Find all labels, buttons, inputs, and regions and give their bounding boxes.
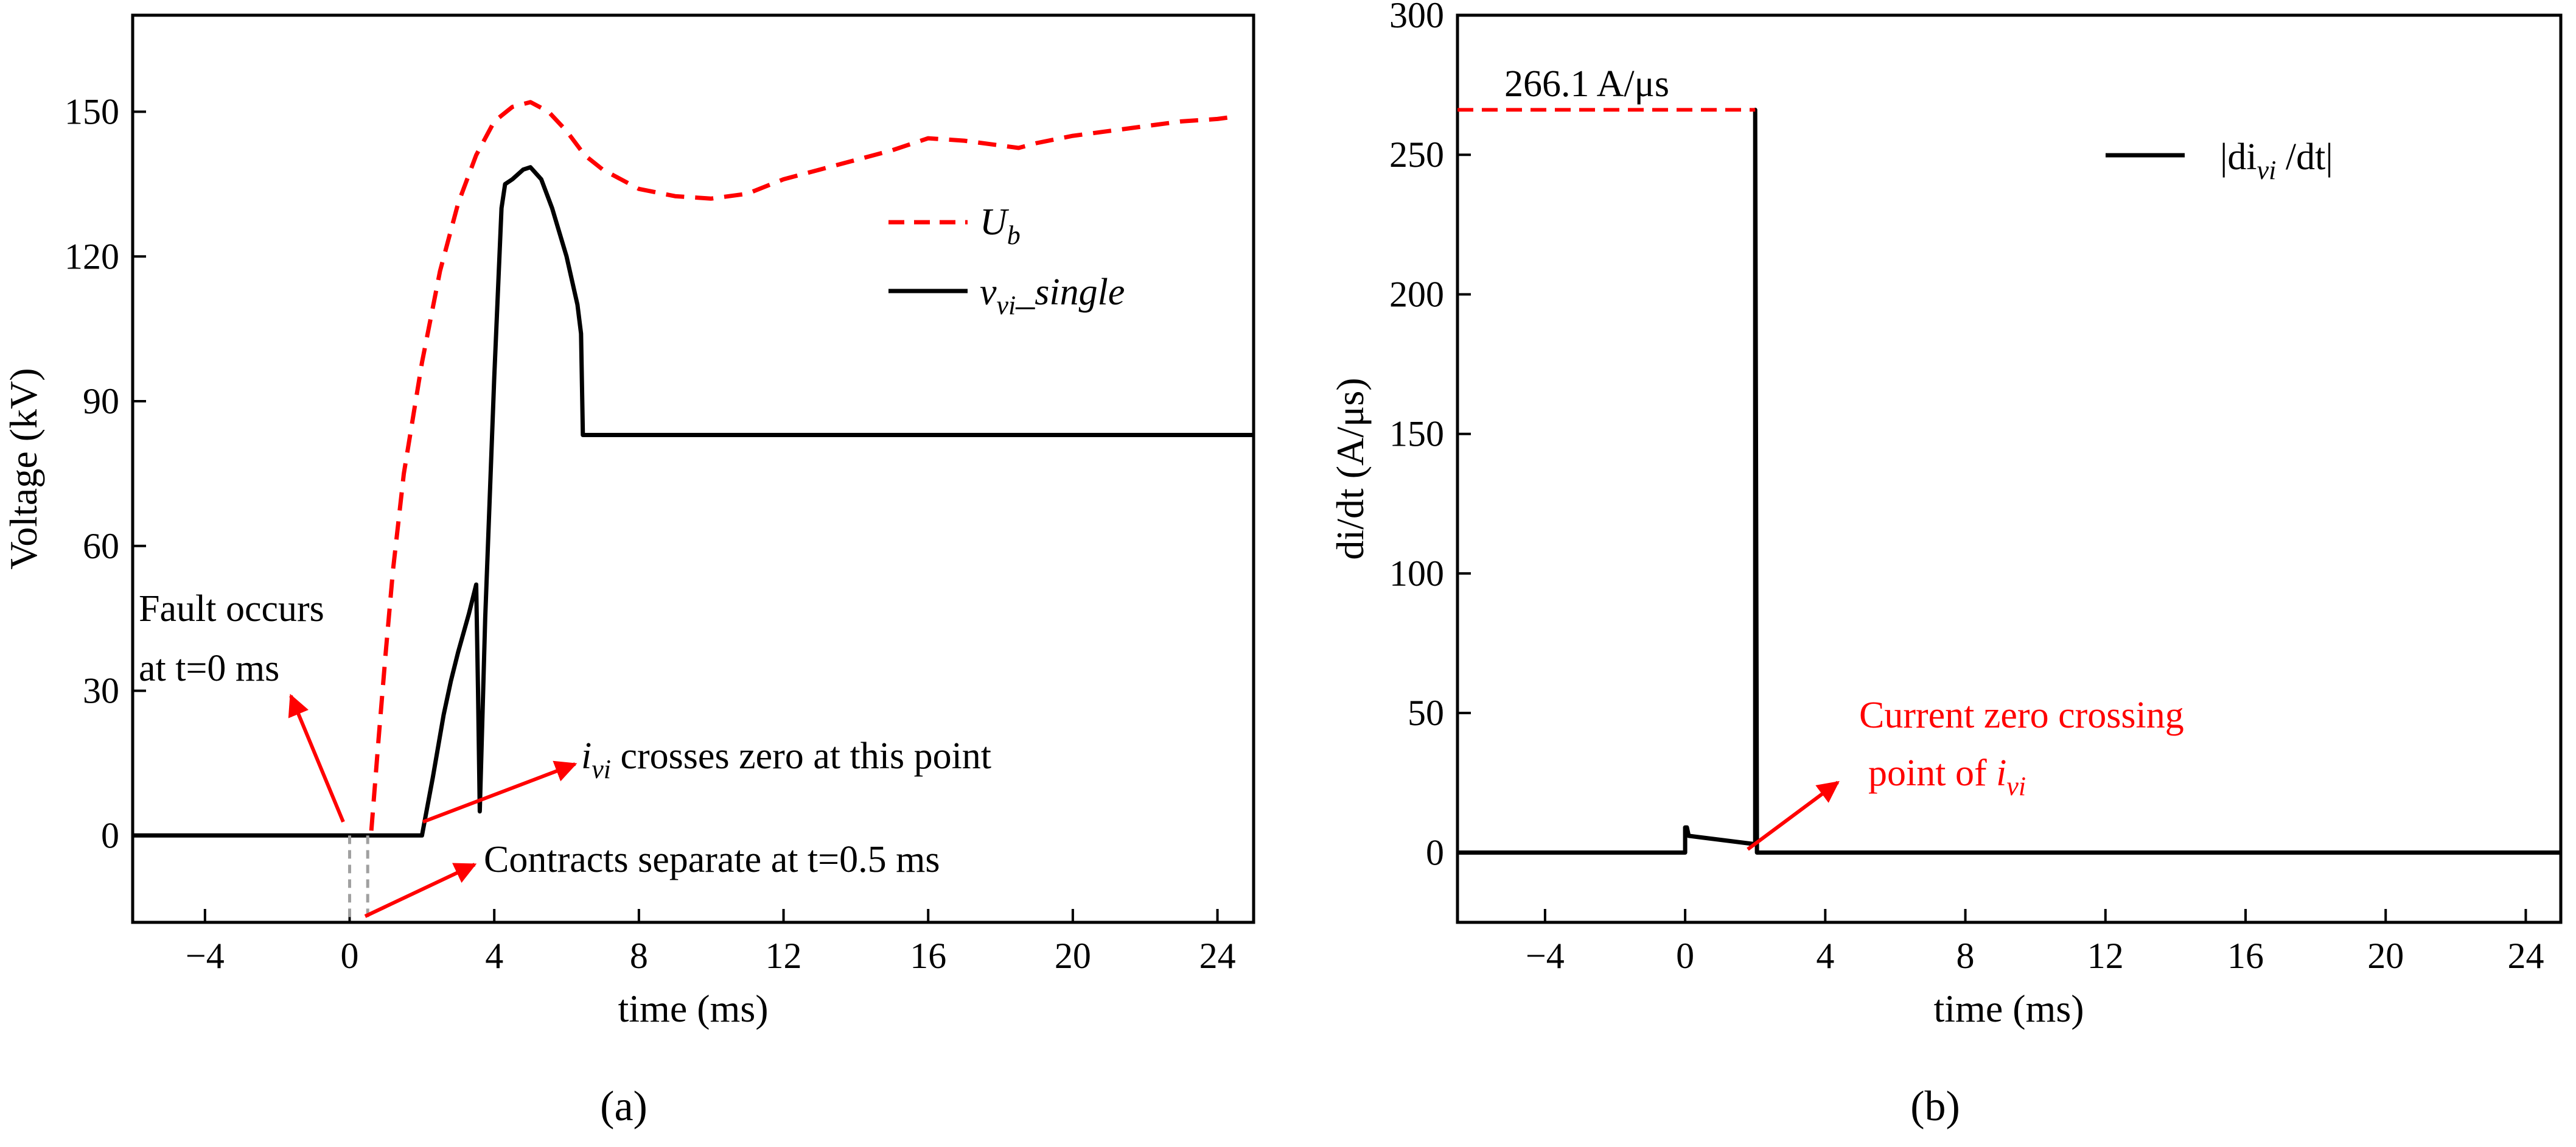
arrow-current-zero (1747, 780, 1840, 851)
y-tick-label: 300 (1389, 0, 1444, 35)
ticks-a: −4 0 4 8 12 16 20 24 0 30 60 90 120 150 (65, 92, 1236, 976)
ticks-b: −4 0 4 8 12 16 20 24 0 50 100 150 200 250 300 (1389, 0, 2544, 976)
y-tick-label: 0 (1426, 832, 1444, 872)
y-tick-label: 150 (65, 92, 119, 132)
x-tick-label: 16 (910, 936, 946, 976)
chart-b: −4 0 4 8 12 16 20 24 0 50 100 150 200 250 300 time (ms… (1328, 0, 2563, 1130)
annotation-zero-crossing: ivi crosses zero at this point (581, 735, 991, 784)
annotation-current-zero-line2: point of ivi (1868, 752, 2026, 801)
legend-a-ub-label: Ub (980, 202, 1021, 250)
legend-a: Ub vvi_single (888, 202, 1125, 320)
x-tick-label: 20 (1055, 936, 1091, 976)
y-tick-label: 200 (1389, 274, 1444, 314)
peak-value-label: 266.1 A/μs (1504, 63, 1669, 105)
x-tick-label: 0 (1676, 936, 1694, 976)
y-axis-label-a: Voltage (kV) (2, 368, 45, 569)
x-axis-label-b: time (ms) (1933, 987, 2084, 1030)
legend-b: |divi /dt| (2106, 136, 2333, 185)
panel-label-a: (a) (600, 1083, 647, 1130)
x-tick-label: 12 (2087, 936, 2124, 976)
x-tick-label: 8 (630, 936, 648, 976)
chart-a: −4 0 4 8 12 16 20 24 0 30 60 90 120 150 time (ms) Vol… (2, 13, 1255, 1130)
panel-label-b: (b) (1910, 1083, 1960, 1130)
y-tick-label: 0 (101, 815, 119, 855)
arrow-fault (288, 693, 345, 823)
x-tick-label: 20 (2367, 936, 2404, 976)
y-tick-label: 90 (83, 381, 119, 421)
arrow-zero-crossing (422, 760, 578, 824)
plot-area-b (1456, 13, 2563, 924)
series-line-1 (369, 100, 1236, 831)
y-axis-label-b: di/dt (A/μs) (1328, 377, 1372, 559)
y-tick-label: 150 (1389, 414, 1444, 454)
annotation-separate: Contracts separate at t=0.5 ms (484, 839, 940, 880)
series-line-2 (133, 165, 1254, 838)
annotation-current-zero-line1: Current zero crossing (1859, 695, 2184, 736)
x-tick-label: −4 (1526, 936, 1565, 976)
x-tick-label: 12 (766, 936, 802, 976)
plot-area-a (131, 13, 1255, 924)
x-tick-label: 24 (1199, 936, 1236, 976)
x-tick-label: 24 (2507, 936, 2544, 976)
series-line-1 (1457, 107, 2561, 855)
x-tick-label: 0 (341, 936, 359, 976)
y-tick-label: 30 (83, 671, 119, 711)
legend-b-didt-label: |divi /dt| (2220, 136, 2333, 185)
x-tick-label: −4 (186, 936, 225, 976)
arrow-separate (364, 863, 477, 918)
annotation-fault-line2: at t=0 ms (139, 648, 279, 689)
legend-a-vvi-label: vvi_single (980, 272, 1125, 320)
y-tick-label: 250 (1389, 135, 1444, 175)
x-tick-label: 4 (1816, 936, 1834, 976)
series-b (1457, 107, 2561, 855)
y-tick-label: 100 (1389, 553, 1444, 594)
x-axis-label-a: time (ms) (618, 987, 768, 1030)
series-a (133, 100, 1254, 922)
y-tick-label: 50 (1408, 693, 1444, 733)
y-tick-label: 60 (83, 526, 119, 566)
x-tick-label: 8 (1956, 936, 1975, 976)
annotation-fault-line1: Fault occurs (139, 588, 324, 630)
y-tick-label: 120 (65, 236, 119, 276)
x-tick-label: 4 (485, 936, 503, 976)
x-tick-label: 16 (2227, 936, 2264, 976)
